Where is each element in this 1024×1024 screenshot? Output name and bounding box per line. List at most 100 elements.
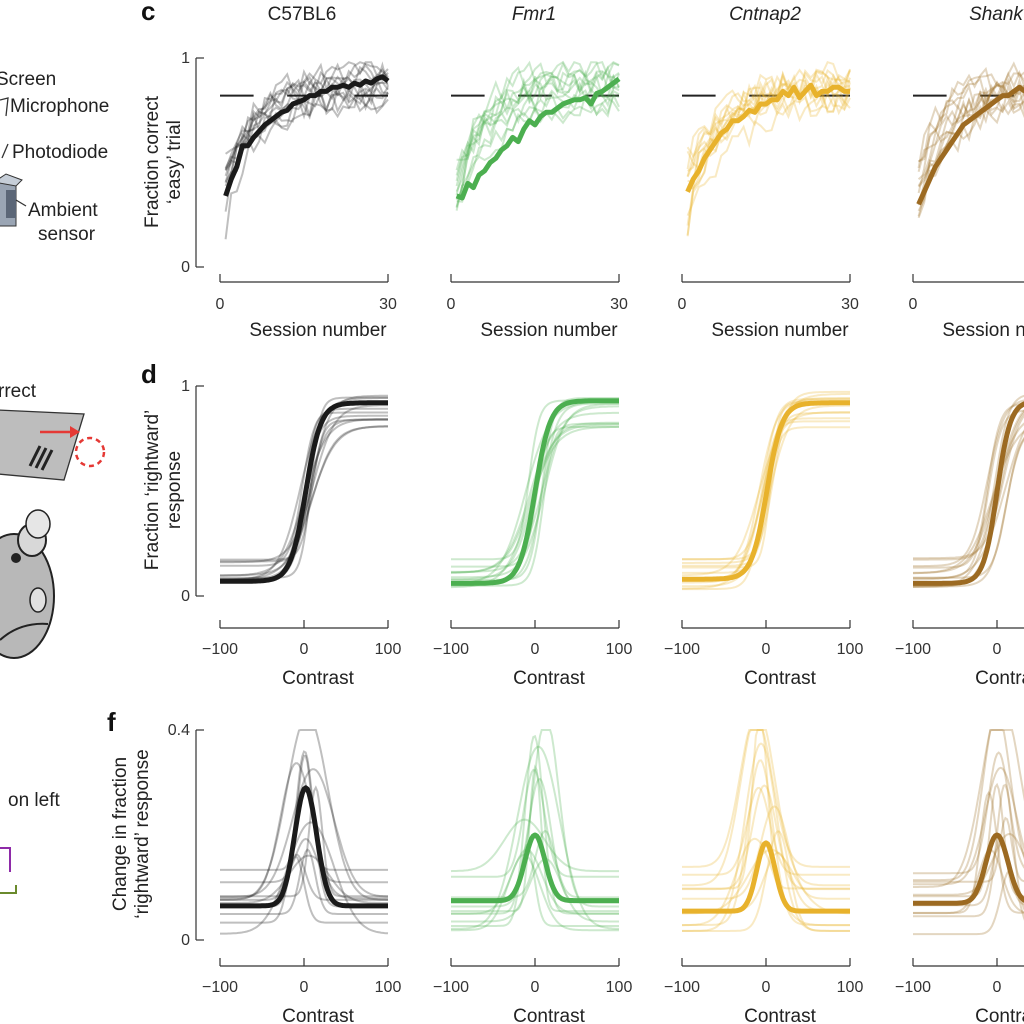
individual-curve-d-2-1 — [682, 417, 850, 591]
individual-curve-f-2-2 — [682, 729, 850, 887]
x-tick-label-f-3-0: −100 — [895, 979, 931, 996]
genotype-title-shank: Shank — [969, 4, 1024, 25]
x-tick-label-f-3-1: 0 — [993, 979, 1002, 996]
row-d-ylabel: Fraction ‘rightward’ response — [142, 410, 185, 571]
individual-curve-d-0-1 — [220, 396, 388, 579]
x-axis-label-c-3: Session number — [942, 320, 1024, 341]
y-tick-label-top-row-f: 0.4 — [168, 722, 190, 739]
individual-curve-c-0-7 — [224, 61, 389, 183]
x-tick-label-f-0-0: −100 — [202, 979, 238, 996]
individual-curve-d-2-7 — [681, 392, 850, 590]
individual-curve-f-3-9 — [913, 816, 1024, 883]
x-axis-label-d-2: Contrast — [744, 668, 817, 689]
individual-curve-d-3-8 — [913, 437, 1024, 588]
x-tick-label-d-0-0: −100 — [202, 641, 238, 658]
x-tick-label-c-2-0: 0 — [678, 296, 687, 313]
individual-curve-c-3-8 — [917, 61, 1024, 169]
x-tick-label-d-1-2: 100 — [606, 641, 633, 658]
individual-curve-c-2-0 — [686, 88, 851, 216]
individual-curve-c-1-4 — [455, 60, 620, 182]
y-tick-label-bottom-row-d: 0 — [181, 588, 190, 605]
individual-curve-c-1-3 — [455, 68, 620, 192]
individual-curve-c-1-9 — [455, 91, 620, 211]
x-tick-label-d-2-1: 0 — [762, 641, 771, 658]
x-tick-label-d-1-1: 0 — [531, 641, 540, 658]
individual-curve-c-3-9 — [917, 82, 1024, 188]
individual-curve-d-1-10 — [451, 402, 620, 579]
individual-curve-f-1-2 — [451, 843, 619, 927]
individual-curve-f-2-8 — [682, 759, 850, 926]
individual-curve-d-3-3 — [913, 402, 1024, 569]
individual-curve-f-0-6 — [220, 768, 388, 898]
individual-curve-c-1-1 — [455, 72, 620, 208]
mean-curve-f-2 — [681, 840, 851, 914]
mouse-illustration — [0, 509, 55, 659]
screen-label: Screen — [0, 69, 56, 90]
individual-curve-d-2-6 — [682, 390, 850, 564]
individual-curve-c-0-2 — [224, 61, 389, 171]
mean-curve-f-0 — [219, 785, 389, 909]
individual-curve-f-2-7 — [682, 729, 850, 868]
individual-curve-c-0-5 — [224, 75, 389, 170]
individual-curve-c-2-5 — [687, 68, 851, 172]
microphone-label: Microphone — [10, 96, 109, 117]
x-tick-label-d-3-1: 0 — [993, 641, 1002, 658]
individual-curve-f-0-7 — [220, 855, 388, 924]
on-left-label: on left — [8, 790, 60, 811]
individual-curve-f-3-1 — [913, 870, 1024, 936]
individual-curve-f-0-2 — [220, 762, 388, 900]
individual-curve-f-1-9 — [450, 818, 619, 873]
individual-curve-d-1-4 — [451, 405, 620, 573]
individual-curve-c-0-6 — [224, 91, 389, 172]
individual-curve-f-1-11 — [451, 729, 619, 908]
individual-curve-f-0-0 — [220, 848, 388, 915]
microphone-pointer — [0, 97, 9, 117]
correct-label: rrect — [0, 381, 37, 402]
x-tick-label-d-2-0: −100 — [664, 641, 700, 658]
individual-curve-d-2-11 — [682, 426, 850, 567]
individual-curve-c-0-11 — [224, 65, 389, 240]
individual-curve-f-3-11 — [913, 729, 1024, 888]
individual-curve-c-1-6 — [455, 60, 620, 201]
x-axis-label-c-0: Session number — [249, 320, 387, 341]
individual-curve-c-2-6 — [687, 60, 851, 184]
x-tick-label-f-0-2: 100 — [375, 979, 402, 996]
row-f-ylabel-line1: Change in fraction — [110, 757, 131, 911]
photodiode-pointer — [1, 143, 9, 159]
x-tick-label-d-0-2: 100 — [375, 641, 402, 658]
individual-curve-d-3-1 — [913, 409, 1024, 579]
x-tick-label-d-0-1: 0 — [300, 641, 309, 658]
x-axis-label-f-2: Contrast — [744, 1006, 817, 1024]
individual-curve-f-2-11 — [682, 742, 850, 932]
individual-curve-d-2-2 — [682, 397, 850, 561]
mean-curve-c-1 — [455, 76, 621, 201]
panel-label-c: c — [141, 0, 155, 26]
individual-curve-d-1-0 — [451, 397, 619, 581]
x-tick-label-f-2-2: 100 — [837, 979, 864, 996]
individual-curve-d-3-5 — [913, 399, 1024, 568]
x-axis-label-c-2: Session number — [711, 320, 849, 341]
individual-curve-f-3-7 — [913, 751, 1024, 875]
individual-curve-f-2-3 — [682, 830, 850, 932]
x-tick-label-f-2-0: −100 — [664, 979, 700, 996]
x-axis-label-d-0: Contrast — [282, 668, 355, 689]
individual-curve-f-3-2 — [913, 791, 1024, 914]
row-d-ylabel-line1: Fraction ‘rightward’ — [142, 410, 163, 571]
mean-curve-d-1 — [450, 398, 620, 586]
x-tick-label-f-1-2: 100 — [606, 979, 633, 996]
row-c-ylabel-line1: Fraction correct — [142, 95, 163, 228]
individual-curve-c-3-11 — [917, 72, 1024, 219]
mean-curve-c-3 — [916, 84, 1024, 206]
y-tick-label-bottom-row-f: 0 — [181, 932, 190, 949]
x-axis-label-f-0: Contrast — [282, 1006, 355, 1024]
mean-curve-d-0 — [219, 400, 389, 584]
mean-curve-f-1 — [450, 832, 620, 904]
row-f-ylabel-line2: ‘rightward’ response — [132, 749, 153, 918]
individual-curve-f-0-4 — [220, 729, 388, 901]
individual-curve-c-1-11 — [455, 97, 620, 208]
x-tick-label-f-2-1: 0 — [762, 979, 771, 996]
row-d-ylabel-line2: response — [164, 451, 185, 529]
individual-curve-c-2-3 — [686, 68, 851, 226]
individual-curve-c-2-11 — [686, 76, 851, 177]
